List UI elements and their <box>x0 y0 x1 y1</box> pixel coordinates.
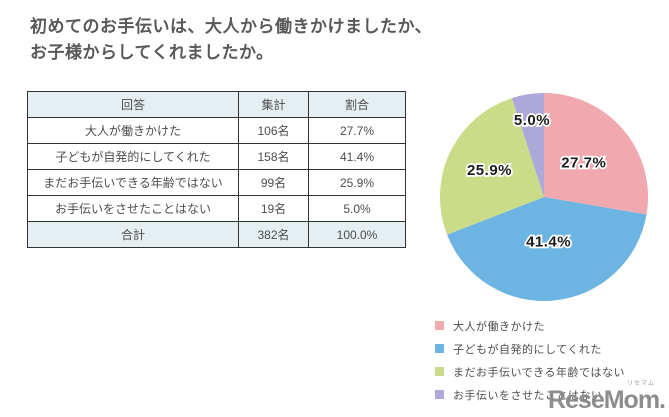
resemom-logo-text: ReseMom. <box>547 386 666 414</box>
table-cell-percent: 27.7% <box>308 117 406 144</box>
legend-swatch-icon <box>435 344 444 353</box>
legend-swatch-icon <box>435 367 444 376</box>
pie-slice-label: 25.9% <box>467 162 512 179</box>
pie-legend: 大人が働きかけた 子どもが自発的にしてくれた まだお手伝いできる年齢ではない お… <box>435 314 625 406</box>
summary-table: 回答 集計 割合 大人が働きかけた 106名 27.7% 子どもが自発的にしてく… <box>27 91 406 248</box>
resemom-logo-ruby: リセマム <box>626 381 655 387</box>
legend-label: 子どもが自発的にしてくれた <box>453 343 602 356</box>
resemom-logo: リセマム ReseMom. <box>547 381 666 414</box>
table-row: 大人が働きかけた 106名 27.7% <box>27 117 406 144</box>
table-cell-count: 19名 <box>238 195 309 222</box>
legend-item: お手伝いをさせたことはない <box>435 383 625 406</box>
pie-slice-label: 27.7% <box>561 154 606 171</box>
table-header-row: 回答 集計 割合 <box>27 91 406 118</box>
legend-item: 大人が働きかけた <box>435 314 625 337</box>
table-header-answer: 回答 <box>27 91 239 118</box>
table-cell-count: 106名 <box>238 117 309 144</box>
pie-slice <box>439 98 544 235</box>
pie-slice <box>544 93 649 215</box>
pie-slice-label: 5.0% <box>514 112 550 129</box>
table-cell-answer: 大人が働きかけた <box>27 117 239 144</box>
legend-swatch-icon <box>435 321 444 330</box>
legend-item: まだお手伝いできる年齢ではない <box>435 360 625 383</box>
table-cell-percent: 41.4% <box>308 143 406 170</box>
table-cell-answer: お手伝いをさせたことはない <box>27 195 239 222</box>
table-total-label: 合計 <box>27 221 239 248</box>
legend-swatch-icon <box>435 390 444 399</box>
table-total-count: 382名 <box>238 221 309 248</box>
table-cell-answer: まだお手伝いできる年齢ではない <box>27 169 239 196</box>
table-header-count: 集計 <box>238 91 309 118</box>
page-title: 初めてのお手伝いは、大人から働きかけましたか、 お子様からしてくれましたか。 <box>30 14 432 67</box>
table-total-percent: 100.0% <box>308 221 406 248</box>
pie-chart-svg: 27.7% 41.4% 25.9% 5.0% <box>439 93 649 302</box>
table-cell-percent: 5.0% <box>308 195 406 222</box>
legend-label: まだお手伝いできる年齢ではない <box>453 366 625 379</box>
table-total-row: 合計 382名 100.0% <box>27 221 406 248</box>
table-row: お手伝いをさせたことはない 19名 5.0% <box>27 195 406 222</box>
pie-chart: 27.7% 41.4% 25.9% 5.0% <box>437 90 651 304</box>
table-cell-percent: 25.9% <box>308 169 406 196</box>
legend-item: 子どもが自発的にしてくれた <box>435 337 625 360</box>
legend-label: お手伝いをさせたことはない <box>453 389 603 402</box>
table-row: 子どもが自発的にしてくれた 158名 41.4% <box>27 143 406 170</box>
page-title-line1: 初めてのお手伝いは、大人から働きかけましたか、 <box>30 17 433 36</box>
page-title-line2: お子様からしてくれましたか。 <box>30 43 274 63</box>
pie-slice <box>447 197 647 302</box>
pie-slice-label: 41.4% <box>526 233 571 250</box>
table-cell-count: 158名 <box>238 143 309 170</box>
table-header-percent: 割合 <box>308 91 406 118</box>
legend-label: 大人が働きかけた <box>453 320 545 333</box>
table-row: まだお手伝いできる年齢ではない 99名 25.9% <box>27 169 406 196</box>
table-cell-answer: 子どもが自発的にしてくれた <box>27 143 239 170</box>
pie-slice <box>511 93 544 197</box>
table-cell-count: 99名 <box>238 169 309 196</box>
